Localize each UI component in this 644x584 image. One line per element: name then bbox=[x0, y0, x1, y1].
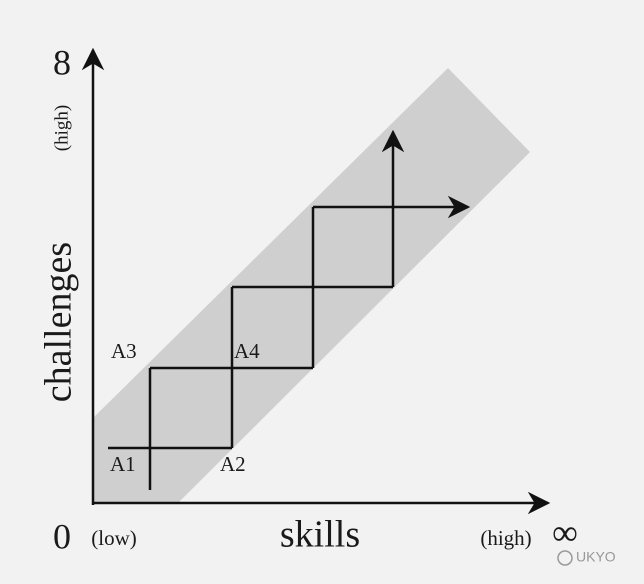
x-max-label: ∞ bbox=[552, 512, 578, 552]
flow-channel bbox=[93, 68, 530, 503]
x-low-label: (low) bbox=[91, 526, 137, 550]
node-label: A1 bbox=[110, 452, 136, 476]
x-axis-label: skills bbox=[280, 514, 360, 556]
watermark: UKYO bbox=[557, 549, 616, 566]
y-max-label: 8 bbox=[53, 42, 71, 82]
y-axis-label: challenges bbox=[38, 242, 80, 402]
watermark-text: UKYO bbox=[576, 549, 616, 565]
origin-label: 0 bbox=[53, 516, 71, 556]
node-label: A3 bbox=[111, 339, 137, 363]
x-high-label: (high) bbox=[480, 526, 531, 550]
staircase bbox=[108, 129, 471, 490]
y-high-label: (high) bbox=[51, 105, 72, 151]
node-label: A4 bbox=[234, 339, 260, 363]
node-label: A2 bbox=[220, 452, 246, 476]
watermark-icon bbox=[557, 550, 573, 566]
